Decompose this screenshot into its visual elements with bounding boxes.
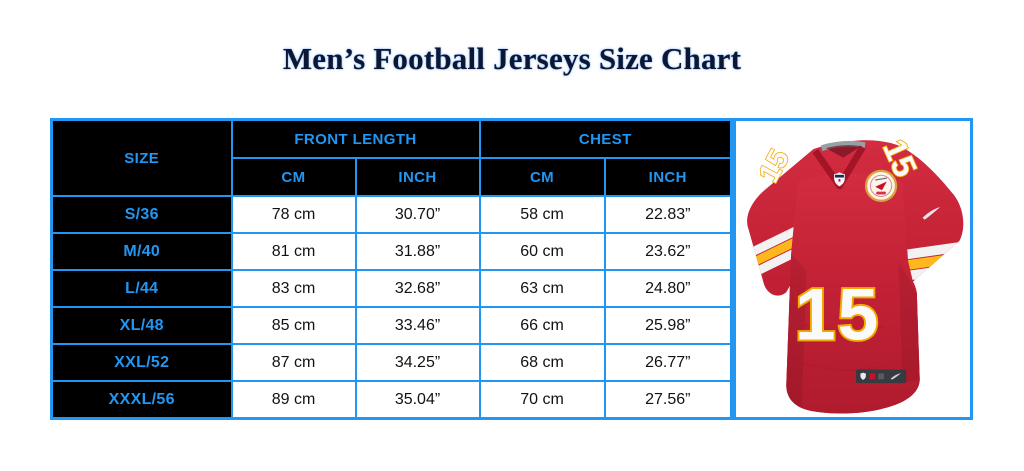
- table-row: M/40 81 cm 31.88” 60 cm 23.62”: [50, 232, 733, 272]
- collar-inner-shadow: [825, 145, 861, 158]
- fold-line: [799, 361, 888, 371]
- shade-right: [898, 261, 920, 384]
- front-cm-cell: 81 cm: [230, 232, 357, 272]
- chest-inch-cell: 22.83”: [603, 194, 733, 235]
- header-chest: CHEST: [478, 118, 733, 159]
- front-cm-cell: 87 cm: [230, 343, 357, 383]
- chest-cm-cell: 68 cm: [478, 343, 606, 383]
- size-chart-table: SIZE FRONT LENGTH CHEST CM INCH CM INCH …: [50, 118, 734, 420]
- header-row-2: CM INCH CM INCH: [52, 157, 733, 197]
- chest-inch-cell: 27.56”: [603, 380, 733, 420]
- chest-cm-cell: 58 cm: [478, 194, 606, 235]
- size-cell: XXXL/56: [50, 380, 233, 420]
- front-inch-cell: 30.70”: [354, 194, 481, 235]
- size-chart-content: SIZE FRONT LENGTH CHEST CM INCH CM INCH …: [50, 118, 974, 420]
- header-front-cm: CM: [230, 157, 357, 197]
- page-title: Men’s Football Jerseys Size Chart: [282, 41, 742, 76]
- size-cell: XXL/52: [50, 343, 233, 383]
- team-patch-icon: [864, 169, 898, 202]
- shade-left: [786, 253, 807, 408]
- front-inch-cell: 32.68”: [354, 269, 481, 309]
- size-cell: L/44: [50, 269, 233, 309]
- jersey-number: 15: [795, 273, 881, 356]
- chest-inch-cell: 25.98”: [603, 306, 733, 346]
- header-row-1: SIZE FRONT LENGTH CHEST: [50, 118, 733, 197]
- jersey-image: 15 15 15: [747, 133, 964, 414]
- title-wrap: Men’s Football Jerseys Size Chart: [0, 0, 1024, 77]
- jersey-image-panel: 15 15 15: [733, 118, 974, 420]
- size-cell: M/40: [50, 232, 233, 272]
- jersey-torso: [786, 173, 920, 414]
- table-row: L/44 83 cm 32.68” 63 cm 24.80”: [50, 269, 733, 309]
- chest-inch-cell: 26.77”: [603, 343, 733, 383]
- front-inch-cell: 35.04”: [354, 380, 481, 420]
- header-chest-inch: INCH: [603, 157, 733, 197]
- header-chest-cm: CM: [478, 157, 606, 197]
- chest-cm-cell: 66 cm: [478, 306, 606, 346]
- header-front-inch: INCH: [354, 157, 481, 197]
- chest-inch-cell: 24.80”: [603, 269, 733, 309]
- front-inch-cell: 31.88”: [354, 232, 481, 272]
- table-row: S/36 78 cm 30.70” 58 cm 22.83”: [50, 194, 733, 235]
- jock-tag: [855, 369, 907, 384]
- front-cm-cell: 89 cm: [230, 380, 357, 420]
- header-size: SIZE: [50, 118, 233, 197]
- fold-line: [803, 323, 884, 333]
- front-cm-cell: 83 cm: [230, 269, 357, 309]
- table-row: XL/48 85 cm 33.46” 66 cm 25.98”: [50, 306, 733, 346]
- size-cell: S/36: [50, 194, 233, 235]
- front-cm-cell: 78 cm: [230, 194, 357, 235]
- header-front-length: FRONT LENGTH: [230, 118, 481, 159]
- chest-inch-cell: 23.62”: [603, 232, 733, 272]
- front-inch-cell: 33.46”: [354, 306, 481, 346]
- chest-cm-cell: 70 cm: [478, 380, 606, 420]
- front-cm-cell: 85 cm: [230, 306, 357, 346]
- nike-swoosh-icon: [922, 207, 941, 220]
- chest-cm-cell: 60 cm: [478, 232, 606, 272]
- table-row: XXL/52 87 cm 34.25” 68 cm 26.77”: [50, 343, 733, 383]
- front-inch-cell: 34.25”: [354, 343, 481, 383]
- nfl-shield-icon: [834, 172, 845, 187]
- size-cell: XL/48: [50, 306, 233, 346]
- chest-cm-cell: 63 cm: [478, 269, 606, 309]
- table-row: XXXL/56 89 cm 35.04” 70 cm 27.56”: [50, 380, 733, 420]
